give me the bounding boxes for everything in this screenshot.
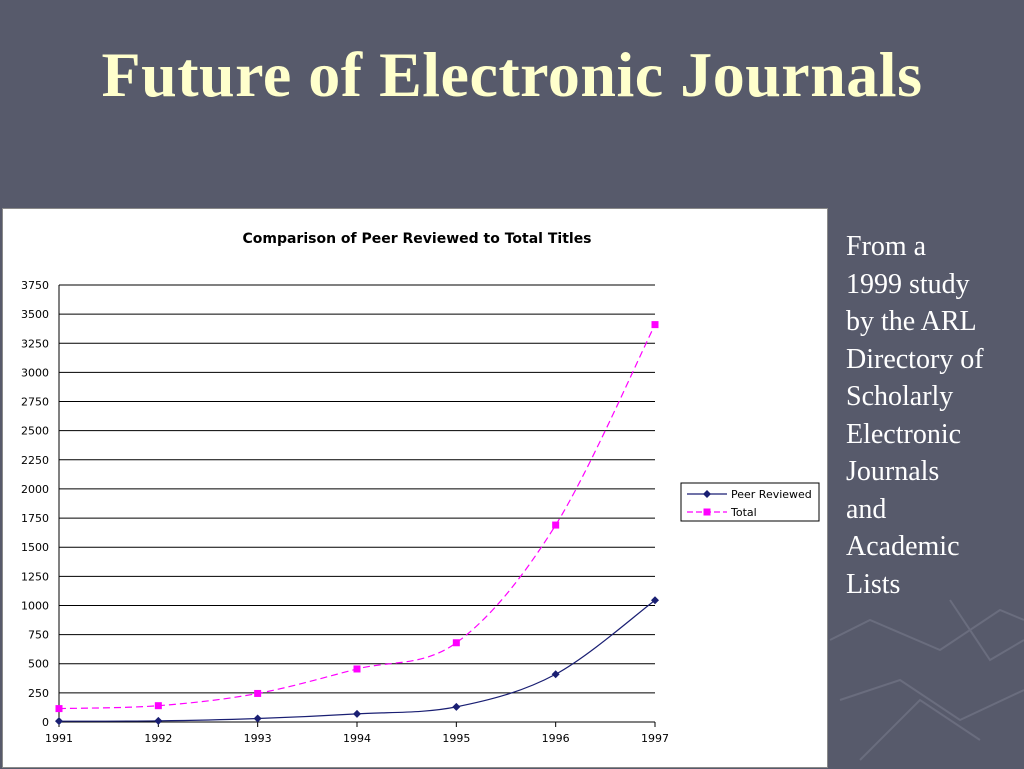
y-tick-label: 250 [28, 687, 49, 700]
chart-axes: 0 250 500 750 1000 1250 1500 1750 2000 2250 2500 27… [21, 279, 669, 745]
y-tick-label: 2000 [21, 483, 49, 496]
data-point-diamond [253, 714, 262, 723]
y-tick-label: 3250 [21, 337, 49, 350]
data-point-diamond [551, 670, 560, 679]
x-tick-label: 1996 [542, 732, 570, 745]
slide-title: Future of Electronic Journals [101, 39, 923, 110]
chart-legend: Peer Reviewed Total [680, 482, 820, 522]
x-tick-label: 1994 [343, 732, 371, 745]
y-tick-label: 1500 [21, 541, 49, 554]
chart-panel: Comparison of Peer Reviewed to Total Tit… [2, 208, 828, 768]
y-tick-label: 3500 [21, 308, 49, 321]
data-point-diamond [154, 716, 163, 725]
y-tick-label: 2250 [21, 454, 49, 467]
y-tick-label: 1250 [21, 570, 49, 583]
data-point-square [703, 508, 711, 516]
chart-gridlines [59, 284, 655, 694]
source-note: From a 1999 study by the ARL Directory o… [846, 231, 984, 600]
legend-label: Total [730, 506, 757, 519]
y-tick-label: 3750 [21, 279, 49, 292]
data-point-square [55, 705, 63, 713]
y-tick-label: 750 [28, 629, 49, 642]
y-tick-label: 1000 [21, 599, 49, 612]
data-point-square [254, 689, 262, 697]
y-tick-label: 1750 [21, 512, 49, 525]
data-point-square [452, 639, 460, 647]
y-tick-label: 0 [42, 716, 49, 729]
x-tick-label: 1992 [144, 732, 172, 745]
series-line-peer-reviewed [58, 599, 656, 722]
y-tick-label: 3000 [21, 366, 49, 379]
data-point-diamond [651, 596, 659, 605]
data-point-square [552, 521, 560, 529]
x-tick-label: 1995 [442, 732, 470, 745]
data-point-diamond [452, 702, 461, 711]
data-point-square [154, 702, 162, 710]
x-tick-label: 1991 [45, 732, 73, 745]
legend-label: Peer Reviewed [731, 488, 812, 501]
line-chart: Comparison of Peer Reviewed to Total Tit… [21, 231, 820, 745]
data-point-diamond [55, 717, 63, 726]
x-tick-label: 1993 [244, 732, 272, 745]
x-tick-label: 1997 [641, 732, 669, 745]
y-tick-label: 2500 [21, 425, 49, 438]
y-tick-label: 500 [28, 658, 49, 671]
data-point-diamond [703, 490, 711, 498]
series-line-total [58, 324, 656, 710]
data-point-diamond [353, 709, 361, 718]
chart-title: Comparison of Peer Reviewed to Total Tit… [242, 231, 591, 247]
data-point-square [651, 321, 659, 329]
y-tick-label: 2750 [21, 396, 49, 409]
data-point-square [353, 665, 361, 673]
chart-series [55, 321, 659, 726]
